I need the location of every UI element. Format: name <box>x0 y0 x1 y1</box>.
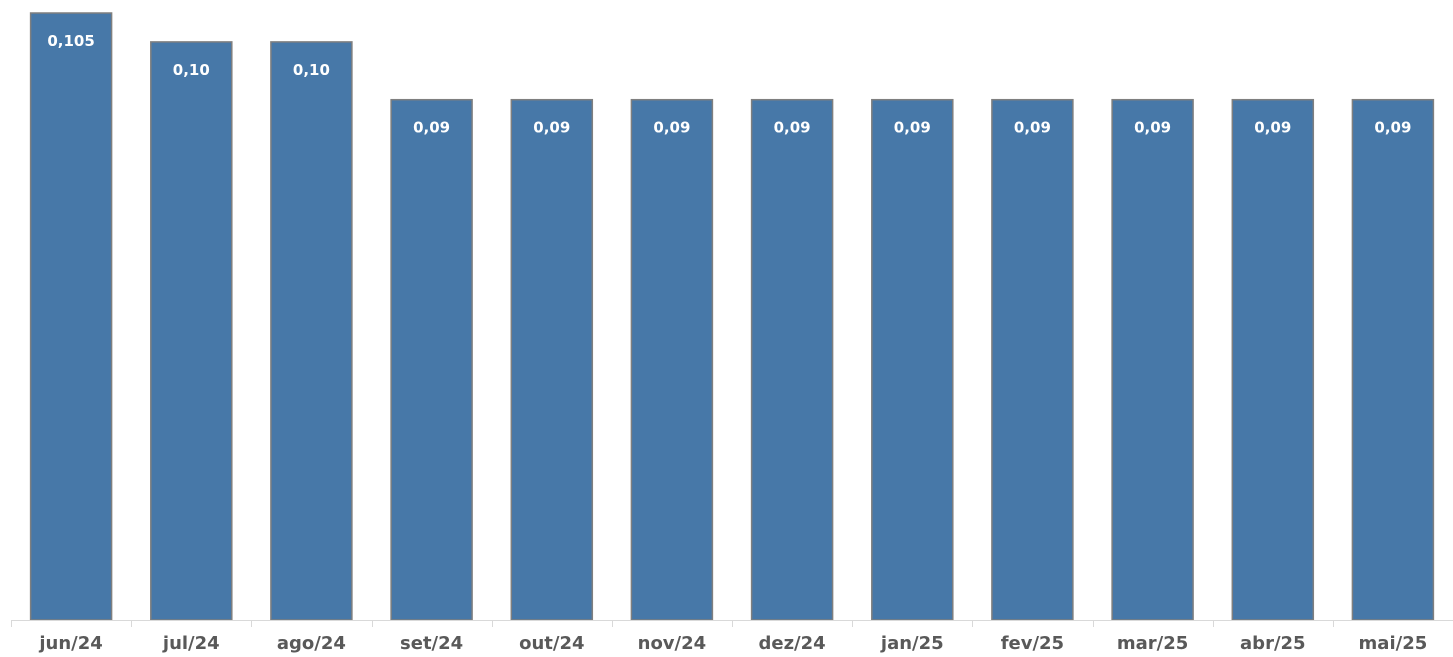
bars-group <box>29 12 1435 621</box>
x-axis-tick-label: ago/24 <box>277 633 346 654</box>
x-axis-tick-label: jun/24 <box>38 633 102 654</box>
bar-fev-25 <box>991 98 1074 621</box>
data-labels-group: 0,105 0,10 0,10 0,09 0,09 0,09 0,09 0,09 0,09 0,0… <box>47 32 1411 137</box>
bar-value-label: 0,10 <box>173 61 210 79</box>
bar-jun-24 <box>29 12 113 621</box>
bar-value-label: 0,09 <box>1134 119 1171 137</box>
bar-jan-25 <box>871 98 954 621</box>
bar-value-label: 0,09 <box>774 119 811 137</box>
bar-mar-25 <box>1111 98 1194 621</box>
x-axis-tick-label: fev/25 <box>1001 633 1064 654</box>
bar-nov-24 <box>630 98 714 621</box>
x-axis-tick-label: jan/25 <box>880 633 944 654</box>
bar-value-label: 0,09 <box>1254 119 1291 137</box>
bar-value-label: 0,09 <box>533 119 570 137</box>
x-axis-tick-label: mar/25 <box>1117 633 1188 654</box>
bar-value-label: 0,09 <box>1374 119 1411 137</box>
bar-value-label: 0,09 <box>894 119 931 137</box>
x-axis-tick-label: nov/24 <box>638 633 707 654</box>
bar-abr-25 <box>1231 98 1315 621</box>
bar-value-label: 0,09 <box>413 119 450 137</box>
bar-value-label: 0,09 <box>653 119 690 137</box>
bar-value-label: 0,105 <box>47 32 94 50</box>
bar-ago-24 <box>270 41 353 621</box>
x-axis-tick-label: set/24 <box>400 633 463 654</box>
bar-dez-24 <box>750 98 834 621</box>
x-axis-tick-label: out/24 <box>519 633 584 654</box>
bar-value-label: 0,09 <box>1014 119 1051 137</box>
x-axis-ticks-group <box>11 620 1334 627</box>
x-axis-tick-label: jul/24 <box>162 633 220 654</box>
x-axis-tick-labels-group: jun/24 jul/24 ago/24 set/24 out/24 nov/24 dez/… <box>38 633 1427 654</box>
bar-jul-24 <box>150 41 233 621</box>
bar-mai-25 <box>1351 98 1435 621</box>
x-axis-tick-label: mai/25 <box>1359 633 1428 654</box>
bar-value-label: 0,10 <box>293 61 330 79</box>
x-axis-tick-label: dez/24 <box>758 633 825 654</box>
x-axis-tick-label: abr/25 <box>1240 633 1306 654</box>
bar-out-24 <box>510 98 594 621</box>
bar-set-24 <box>390 98 473 621</box>
